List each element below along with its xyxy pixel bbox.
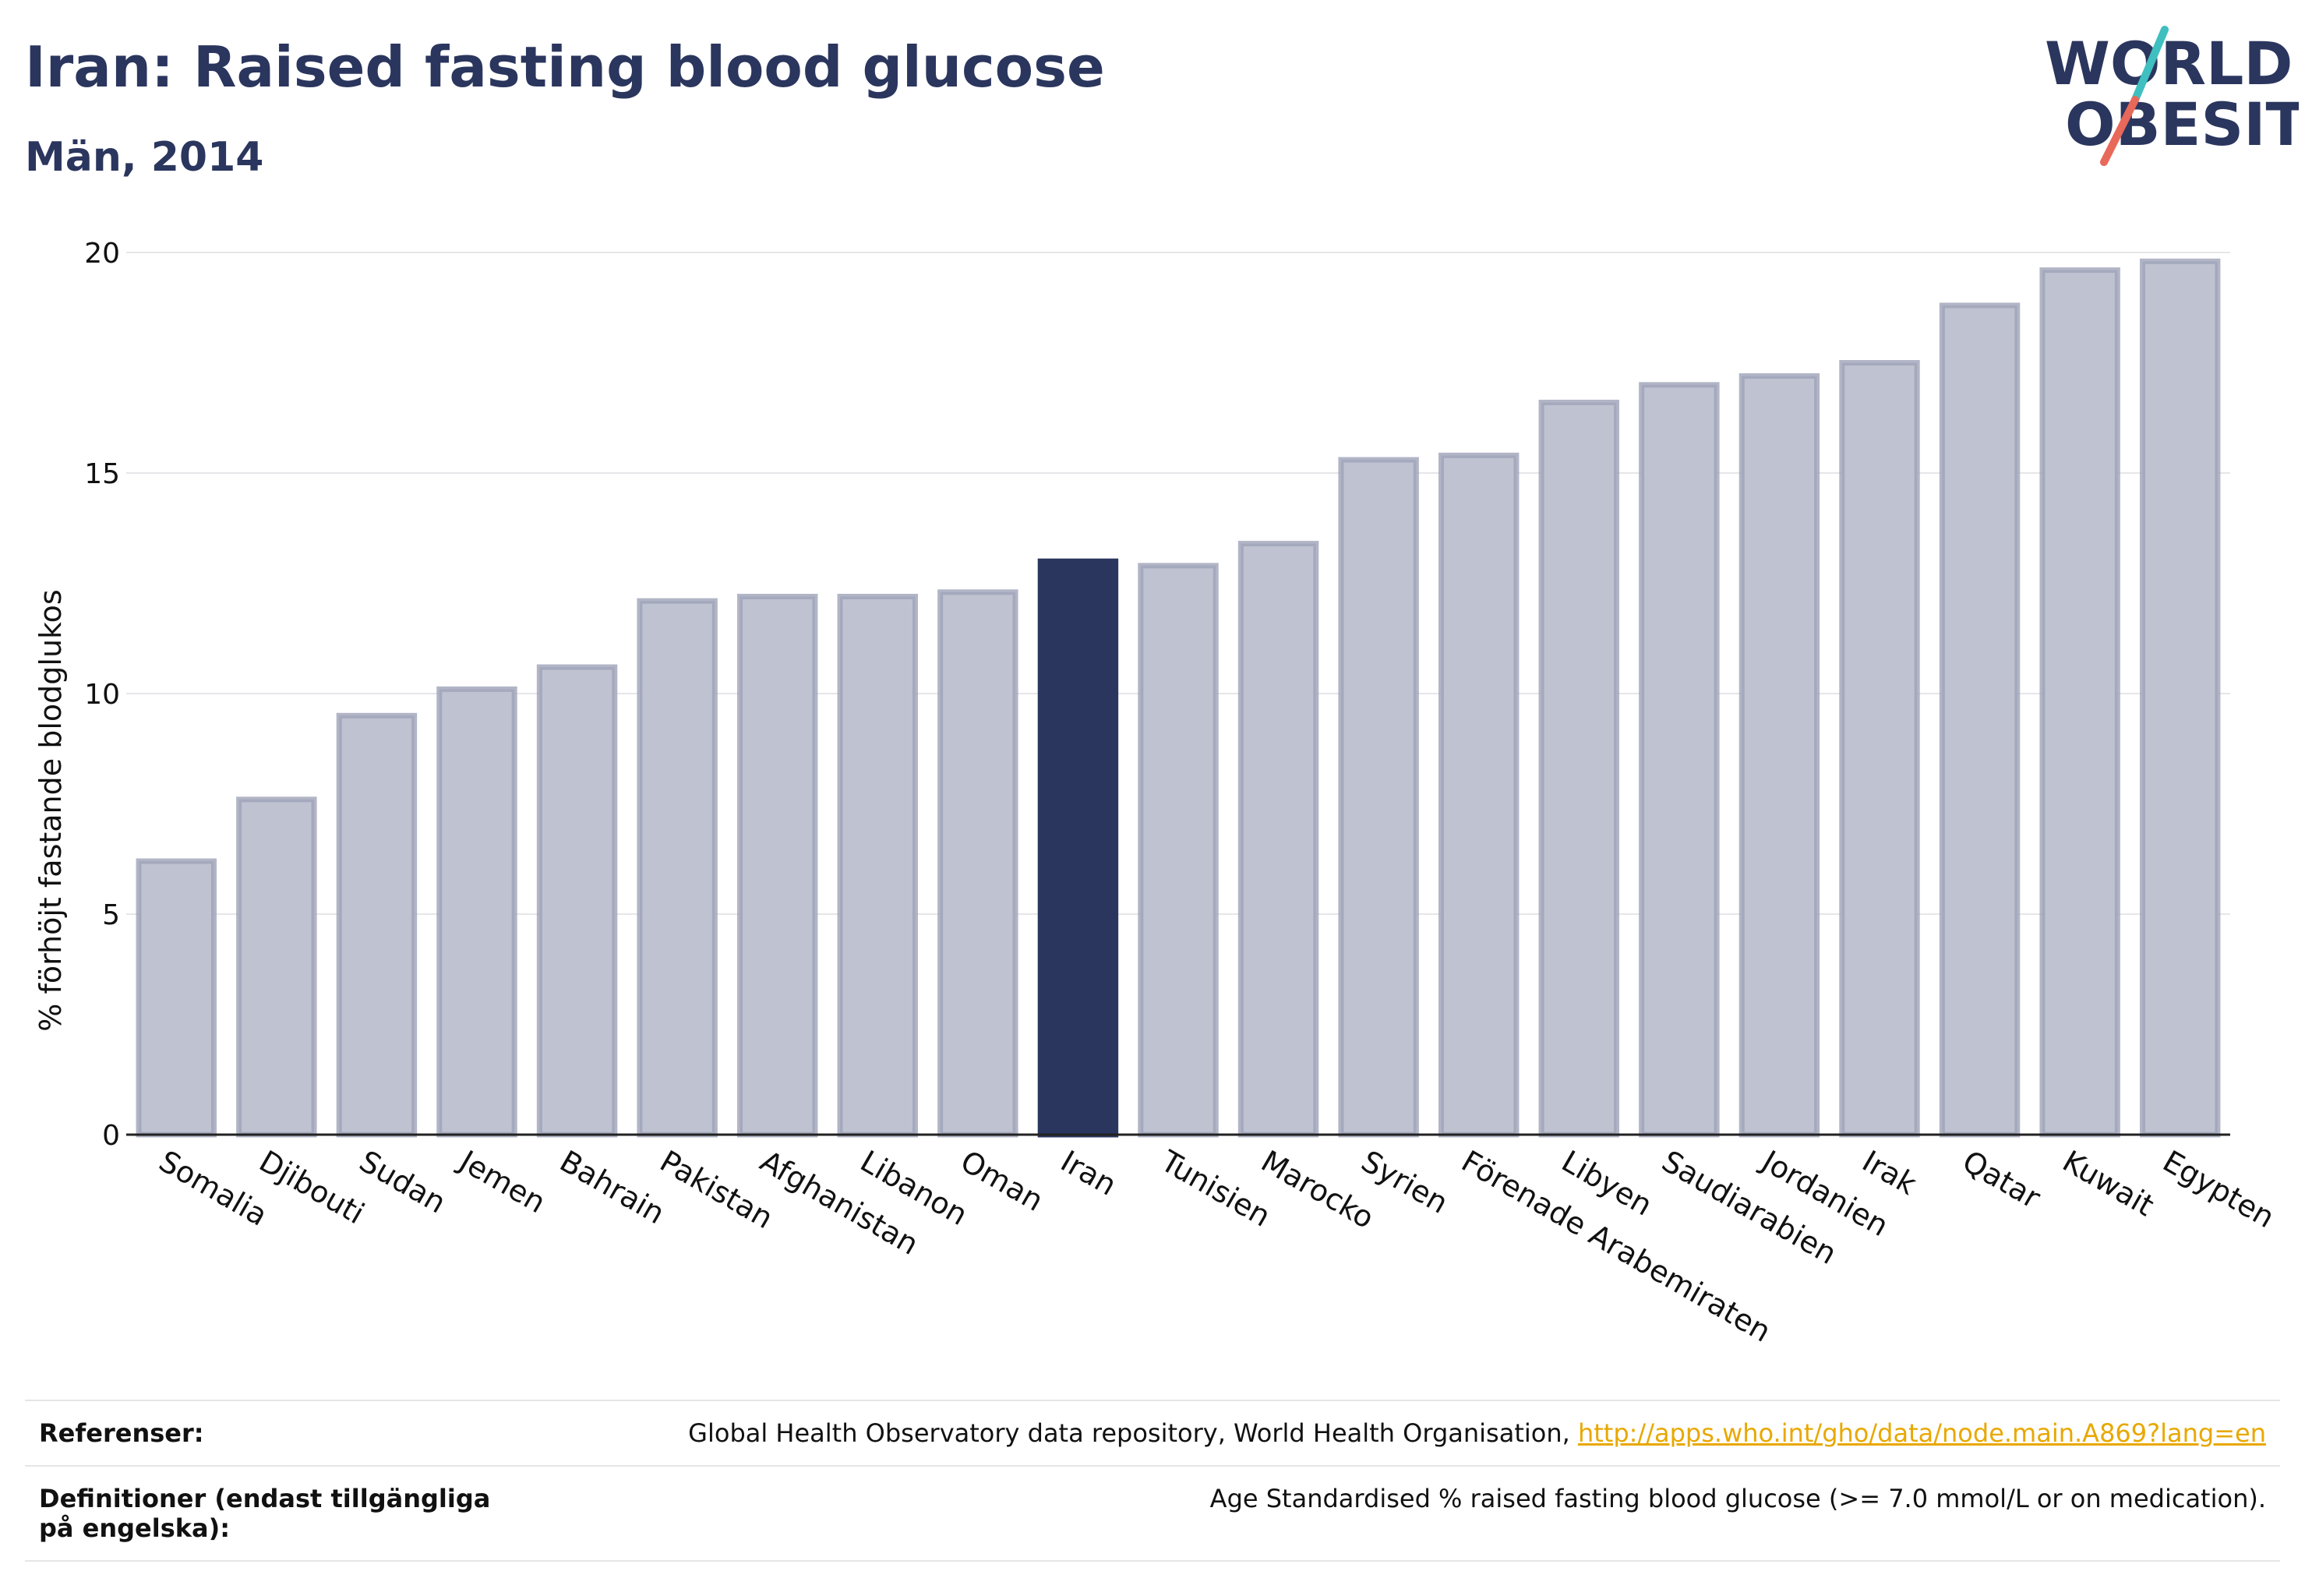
logo-line-1: WORLD — [2045, 29, 2293, 98]
bar-qatar — [1939, 302, 2021, 1138]
x-tick-label: Qatar — [1957, 1144, 2046, 1216]
x-tick-label: Irak — [1857, 1144, 1922, 1202]
bar-pakistan — [637, 598, 718, 1138]
bar-tunisien — [1138, 563, 1219, 1138]
references-table: Referenser: Global Health Observatory da… — [25, 1400, 2280, 1562]
chart-subtitle: Män, 2014 — [25, 134, 264, 181]
x-tick-label: Sudan — [354, 1144, 452, 1220]
logo-slash-top — [2131, 26, 2169, 104]
definitions-row: Definitioner (endast tillgängliga på eng… — [25, 1465, 2280, 1562]
bar-sudan — [336, 712, 418, 1138]
references-value: Global Health Observatory data repositor… — [536, 1400, 2280, 1466]
y-tick-label: 15 — [84, 458, 120, 490]
chart-title: Iran: Raised fasting blood glucose — [25, 34, 1105, 100]
bar-afghanistan — [737, 593, 818, 1138]
references-text: Global Health Observatory data repositor… — [688, 1418, 1578, 1448]
definitions-value: Age Standardised % raised fasting blood … — [536, 1465, 2280, 1562]
bars — [136, 258, 2221, 1138]
bar-djibouti — [236, 796, 317, 1138]
bar-libanon — [837, 593, 918, 1138]
logo-slash-bottom — [2100, 96, 2139, 166]
y-tick-label: 20 — [84, 238, 120, 270]
y-tick-label: 5 — [102, 899, 120, 931]
x-tick-label: Somalia — [154, 1144, 274, 1233]
x-tick-label: Tunisien — [1155, 1143, 1276, 1234]
y-tick-label: 10 — [84, 679, 120, 711]
definitions-label: Definitioner (endast tillgängliga på eng… — [25, 1465, 536, 1562]
x-tick-label: Djibouti — [253, 1144, 370, 1231]
bar-jemen — [436, 686, 517, 1138]
bar-förenade-arabemiraten — [1438, 452, 1520, 1138]
bar-oman — [937, 589, 1018, 1138]
logo-line-2: OBESITY — [2065, 90, 2299, 159]
y-tick-label: 0 — [102, 1120, 120, 1152]
references-link[interactable]: http://apps.who.int/gho/data/node.main.A… — [1577, 1418, 2266, 1448]
x-tick-label: Bahrain — [554, 1144, 670, 1231]
x-tick-label: Marocko — [1255, 1144, 1380, 1236]
bar-jordanien — [1738, 373, 1820, 1138]
bar-libyen — [1538, 399, 1619, 1138]
references-label: Referenser: — [25, 1400, 536, 1466]
bar-marocko — [1237, 541, 1319, 1138]
bar-egypten — [2140, 258, 2221, 1138]
x-tick-label: Pakistan — [655, 1144, 779, 1236]
references-row: Referenser: Global Health Observatory da… — [25, 1400, 2280, 1466]
bar-saudiarabien — [1639, 382, 1720, 1138]
bar-kuwait — [2039, 267, 2120, 1138]
y-axis-label: % förhöjt fastande blodglukos — [34, 589, 68, 1031]
bar-bahrain — [536, 664, 618, 1138]
bar-irak — [1839, 360, 1920, 1138]
bar-iran — [1037, 558, 1119, 1138]
bar-syrien — [1338, 457, 1419, 1138]
x-tick-label: Egypten — [2157, 1144, 2280, 1235]
x-tick-label: Saudiarabien — [1656, 1144, 1842, 1271]
x-tick-label: Kuwait — [2057, 1144, 2160, 1223]
bar-somalia — [136, 858, 217, 1138]
world-obesity-logo: WORLD OBESITY — [2045, 26, 2299, 166]
x-tick-label: Iran — [1055, 1144, 1122, 1202]
x-tick-label: Jemen — [453, 1143, 552, 1220]
